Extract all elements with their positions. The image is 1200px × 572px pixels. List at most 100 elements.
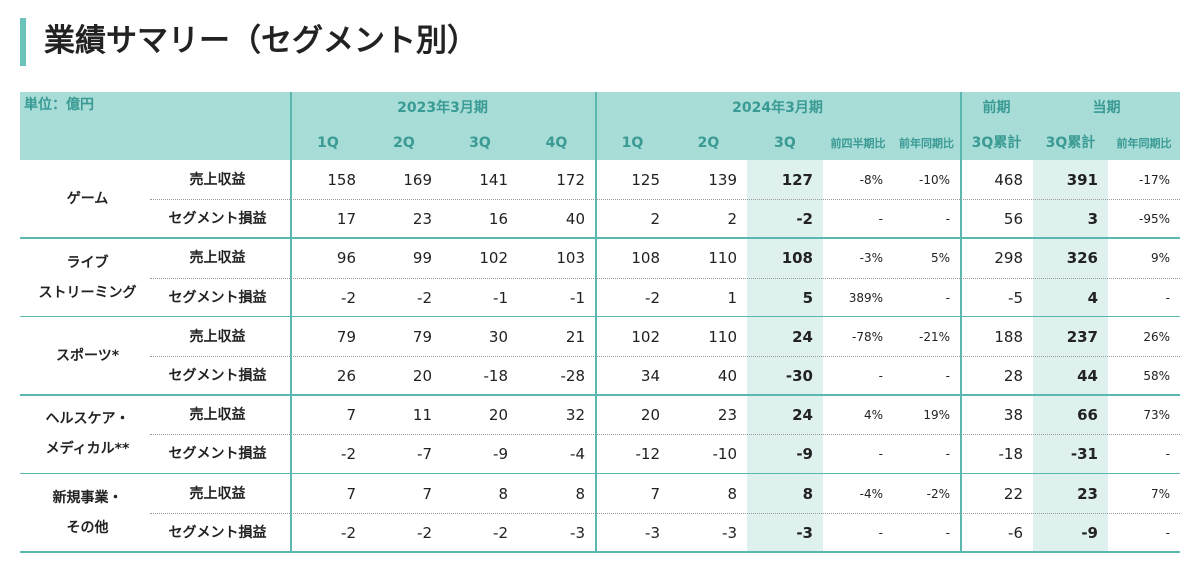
cell: 2 (650, 210, 660, 229)
cell: -2 (341, 523, 356, 542)
vertical-rule (595, 92, 597, 552)
column-header: 1Q (621, 135, 644, 151)
cell: -6 (1008, 523, 1023, 542)
cell: -18 (483, 367, 509, 385)
cell: -10% (918, 173, 950, 187)
segment-name: ゲーム (66, 191, 109, 208)
vertical-rule (960, 92, 962, 552)
cell: -3 (796, 523, 813, 542)
cell: 96 (336, 249, 356, 268)
column-header: 3Q (469, 135, 491, 151)
cell: 139 (708, 171, 737, 189)
cell: 391 (1066, 171, 1098, 189)
group-header: 当期 (1092, 100, 1121, 116)
cell: 20 (412, 367, 432, 385)
cell: 7 (346, 406, 356, 425)
cell: -7 (417, 445, 432, 464)
cell: 7% (1150, 486, 1170, 501)
cell: - (1165, 525, 1170, 540)
unit-label: 単位：億円 (24, 97, 94, 113)
cell: 99 (412, 249, 432, 268)
cell: -5 (1008, 288, 1023, 307)
cell: -78% (851, 329, 883, 344)
cell: - (1165, 290, 1170, 305)
cell: - (878, 212, 883, 227)
cell: -21% (918, 329, 950, 344)
cell: 34 (640, 367, 660, 385)
cell: 26 (336, 367, 356, 385)
cell: 3 (1087, 210, 1098, 229)
cell: -3 (645, 523, 660, 542)
cell: 125 (631, 171, 660, 189)
cell: - (945, 369, 950, 383)
metric-label: セグメント損益 (168, 446, 267, 463)
cell: -30 (785, 367, 813, 385)
metric-label: セグメント損益 (168, 524, 267, 541)
cell: 17 (336, 210, 356, 229)
cell: 102 (479, 249, 508, 268)
cell: 108 (631, 249, 660, 268)
cell: 103 (556, 249, 585, 268)
cell: 20 (488, 406, 508, 425)
cell: 102 (631, 327, 660, 346)
cell: -10 (712, 445, 738, 464)
cell: 4 (1087, 288, 1098, 307)
cell: -31 (1070, 445, 1098, 464)
segment-divider (20, 237, 1180, 239)
cell: 9% (1150, 251, 1170, 266)
segment-name: ライブ (66, 254, 109, 271)
metric-label: セグメント損益 (168, 368, 267, 384)
cell: -2 (417, 288, 432, 307)
column-header: 前年同期比 (899, 137, 954, 150)
cell: -2 (341, 445, 356, 464)
cell: - (945, 212, 950, 227)
segment-divider (20, 551, 1180, 553)
cell: 30 (488, 327, 508, 346)
cell: -95% (1138, 212, 1170, 227)
metric-label: セグメント損益 (168, 211, 267, 228)
cell: 141 (479, 171, 508, 189)
cell: - (878, 369, 883, 383)
cell: -2% (926, 486, 950, 501)
cell: -3% (859, 251, 883, 266)
segment-divider (20, 472, 1180, 475)
cell: -18 (998, 445, 1024, 464)
cell: 24 (792, 406, 813, 425)
page-title: 業績サマリー（セグメント別） (44, 23, 478, 59)
segment-name: その他 (66, 519, 109, 536)
cell: 79 (412, 327, 432, 346)
cell: 389% (848, 290, 883, 305)
metric-label: 売上収益 (189, 407, 246, 424)
cell: 38 (1003, 406, 1023, 425)
metric-label: セグメント損益 (168, 289, 267, 306)
cell: 2 (727, 210, 737, 229)
metric-label: 売上収益 (189, 328, 246, 345)
cell: - (878, 447, 883, 462)
cell: 23 (1077, 484, 1098, 503)
cell: 108 (781, 249, 813, 268)
cell: 79 (336, 327, 356, 346)
cell: 20 (640, 406, 660, 425)
cell: -1 (493, 288, 508, 307)
row-divider (150, 512, 1180, 514)
cell: - (945, 447, 950, 462)
row-divider (150, 434, 1180, 436)
segment-name: メディカル** (45, 441, 130, 458)
vertical-rule (290, 92, 292, 552)
cell: 32 (565, 406, 585, 425)
cell: 158 (327, 171, 356, 189)
cell: 19% (923, 408, 950, 423)
row-divider (150, 199, 1180, 201)
column-header: 1Q (317, 135, 339, 151)
cell: -2 (645, 288, 660, 307)
segment-name: ヘルスケア・ (45, 411, 130, 428)
column-header: 3Q累計 (971, 135, 1022, 151)
cell: - (878, 525, 883, 540)
cell: 5% (930, 251, 950, 266)
cell: 127 (781, 171, 813, 189)
cell: -28 (560, 367, 586, 385)
row-divider (150, 277, 1180, 279)
metric-label: 売上収益 (189, 485, 246, 502)
cell: -8% (859, 173, 883, 187)
cell: 56 (1003, 210, 1023, 229)
